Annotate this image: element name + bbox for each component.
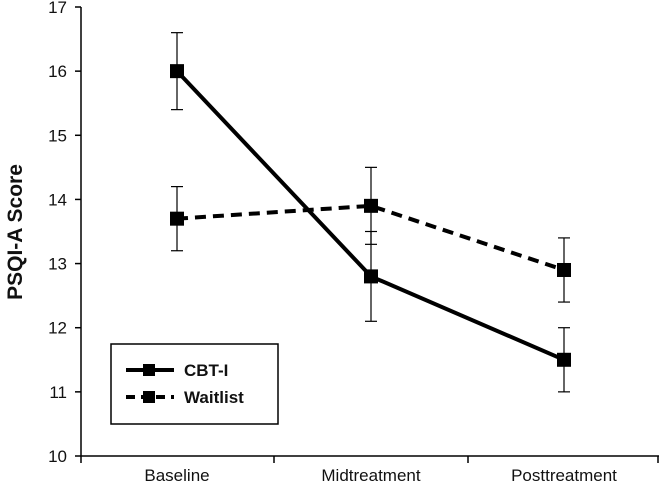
x-tick-label: Posttreatment	[511, 466, 617, 484]
data-point	[557, 352, 571, 367]
y-tick-label: 16	[48, 62, 67, 81]
y-tick-label: 13	[48, 255, 67, 274]
y-tick-label: 12	[48, 319, 67, 338]
x-tick-label: Midtreatment	[321, 466, 420, 484]
data-point	[170, 211, 184, 226]
y-ticks: 10 11 12 13 14 15 16 17	[48, 0, 81, 466]
y-tick-label: 17	[48, 0, 67, 17]
series-waitlist	[170, 166, 571, 303]
data-point	[364, 198, 378, 213]
data-point	[170, 64, 184, 79]
series-cbt-i	[170, 32, 571, 393]
x-tick-label: Baseline	[144, 466, 209, 484]
y-tick-label: 14	[48, 190, 67, 209]
legend-box	[110, 343, 279, 425]
legend-items: CBT-I Waitlist	[126, 361, 244, 407]
legend-label: CBT-I	[184, 361, 228, 380]
series-line	[176, 203, 565, 272]
x-ticks: Baseline Midtreatment Posttreatment	[80, 456, 659, 484]
legend: CBT-I Waitlist	[110, 343, 279, 425]
y-tick-label: 10	[48, 447, 67, 466]
y-axis-title: PSQI-A Score	[4, 164, 27, 300]
legend-swatch-marker	[143, 364, 155, 376]
series-layer	[170, 32, 571, 393]
y-tick-label: 11	[49, 383, 67, 402]
y-tick-label: 15	[48, 126, 67, 145]
axes	[80, 7, 659, 457]
legend-swatch-marker	[143, 391, 155, 403]
data-point	[557, 262, 571, 277]
legend-label: Waitlist	[184, 388, 244, 407]
data-point	[364, 269, 378, 284]
